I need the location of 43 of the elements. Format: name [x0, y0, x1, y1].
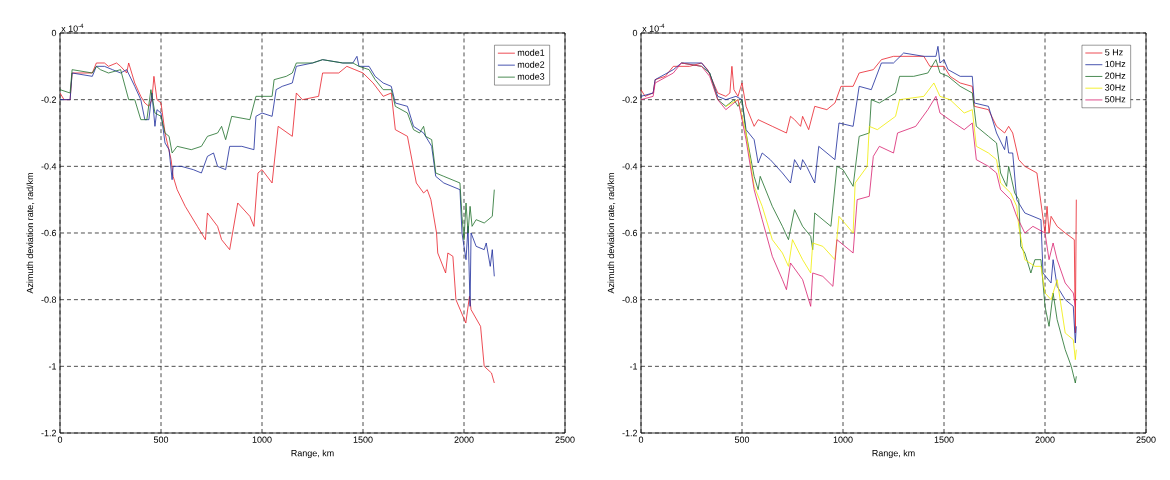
y-tick-label: -0.8: [41, 296, 57, 303]
legend-label: 20Hz: [1105, 72, 1126, 79]
line-series: [60, 59, 495, 241]
x-tick-label: 500: [734, 436, 750, 443]
y-tick-label: 0: [632, 29, 638, 37]
x-axis-title: Range, km: [291, 449, 334, 459]
legend-label: 10Hz: [1105, 60, 1126, 68]
x-axis-title: Range, km: [872, 449, 915, 459]
y-tick-label: -0.6: [41, 229, 57, 237]
line-series: [60, 55, 495, 307]
y-tick-label: -1.2: [41, 429, 57, 437]
legend-label: 5 Hz: [1105, 49, 1123, 56]
legend-label: mode3: [517, 73, 545, 80]
x-tick-label: 0: [638, 436, 644, 443]
text: x 10$^{-4}$: [61, 23, 84, 32]
x-tick-label: 0: [57, 436, 63, 443]
y-tick-label: -1: [629, 363, 638, 370]
y-tick-label: -0.4: [41, 163, 57, 170]
y-axis-title: Azimuth deviation rate, rad/km: [607, 173, 616, 294]
legend-label: 50Hz: [1105, 96, 1126, 103]
line-series: [725, 82, 1077, 361]
x-tick-label: 1000: [252, 436, 272, 443]
x-tick-label: 1000: [833, 436, 853, 443]
y-tick-label: -0.6: [622, 229, 638, 237]
legend-label: mode1: [517, 49, 545, 56]
y-tick-label: -0.8: [622, 296, 638, 303]
y-tick-label: -1.2: [622, 429, 638, 437]
y-tick-label: -1: [48, 363, 57, 370]
x-tick-label: 2000: [1035, 436, 1055, 443]
x-tick-label: 2000: [454, 436, 474, 443]
text: x 10$^{-4}$: [642, 23, 665, 32]
x-tick-label: 1500: [934, 436, 954, 443]
legend-label: 30Hz: [1105, 84, 1126, 91]
y-axis-title: Azimuth deviation rate, rad/km: [26, 173, 35, 294]
y-tick-label: -0.2: [41, 96, 57, 103]
legend-label: mode2: [517, 61, 545, 68]
y-tick-label: 0: [51, 29, 57, 37]
x-tick-label: 2500: [555, 436, 575, 443]
y-tick-label: -0.2: [622, 96, 638, 103]
x-tick-label: 1500: [353, 436, 373, 443]
x-tick-label: 500: [153, 436, 169, 443]
y-tick-label: -0.4: [622, 163, 638, 170]
x-tick-label: 2500: [1136, 436, 1156, 443]
